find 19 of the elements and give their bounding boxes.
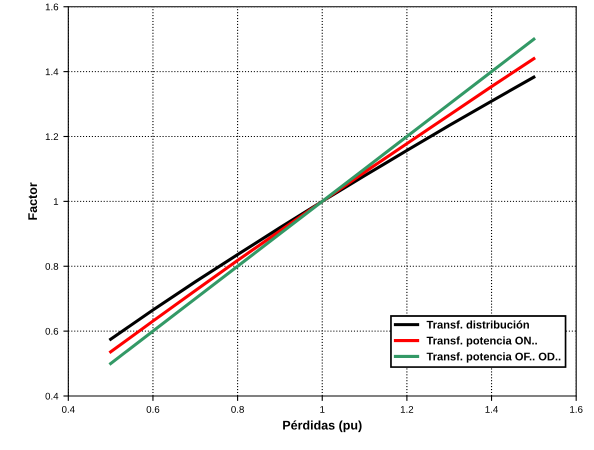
x-axis-title: Pérdidas (pu)	[283, 420, 362, 432]
y-tick-label: 1.6	[46, 3, 58, 10]
legend-label: Transf. potencia OF.. OD..	[426, 352, 560, 363]
y-tick-label: 1	[54, 198, 58, 205]
x-tick-label: 1	[320, 406, 324, 413]
y-tick-label: 0.6	[45, 328, 58, 335]
legend-label: Transf. distribución	[426, 320, 529, 329]
x-tick-label: 0.4	[62, 406, 75, 413]
x-tick-label: 1.4	[486, 406, 498, 413]
x-tick-label: 0.6	[146, 406, 160, 413]
y-tick-label: 0.8	[45, 262, 58, 270]
y-tick-label: 1.4	[46, 68, 58, 76]
legend-label: Transf. potencia ON..	[426, 336, 537, 347]
y-axis-title: Factor	[28, 182, 38, 220]
y-tick-label: 1.2	[46, 133, 58, 140]
y-tick-label: 0.4	[45, 392, 58, 400]
x-tick-label: 1.2	[400, 406, 414, 413]
x-tick-label: 1.6	[570, 406, 583, 413]
x-tick-label: 0.8	[231, 406, 244, 413]
